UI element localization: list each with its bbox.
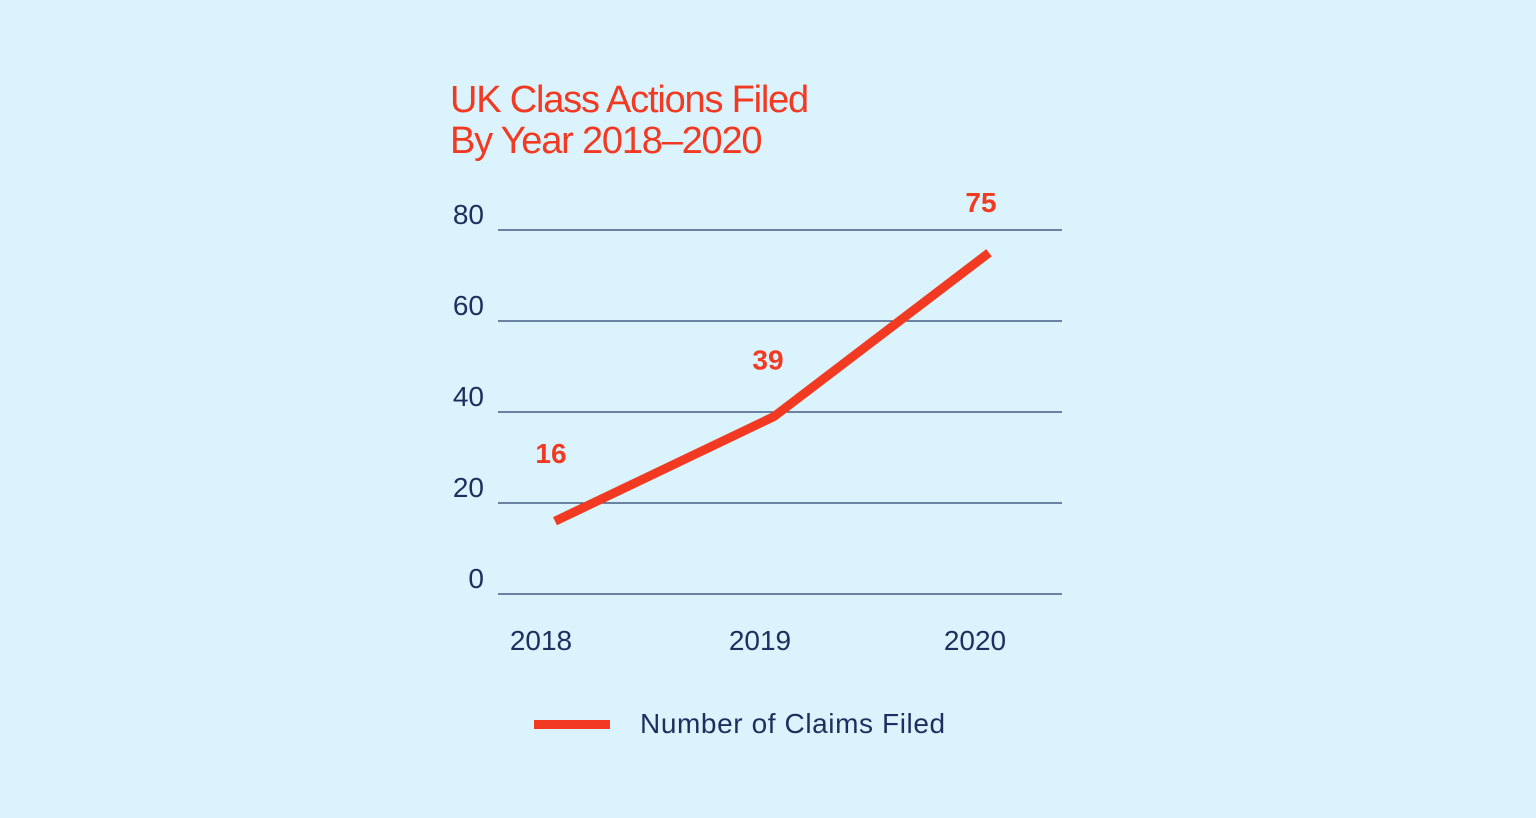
- x-tick-label-2019: 2019: [729, 625, 791, 656]
- y-tick-label-40: 40: [453, 381, 484, 412]
- data-label-2020: 75: [965, 187, 996, 218]
- chart-title-line-1: UK Class Actions Filed: [450, 79, 809, 121]
- legend-label: Number of Claims Filed: [640, 708, 946, 739]
- legend-line-swatch: [534, 719, 610, 729]
- x-tick-label-2020: 2020: [944, 625, 1006, 656]
- chart-title-line-2: By Year 2018–2020: [450, 120, 763, 162]
- data-label-2019: 39: [752, 345, 783, 376]
- data-label-2018: 16: [535, 438, 566, 469]
- chart-title: UK Class Actions Filed By Year 2018–2020: [450, 79, 809, 162]
- x-tick-label-2018: 2018: [510, 625, 572, 656]
- y-tick-label-20: 20: [453, 472, 484, 503]
- chart-legend: Number of Claims Filed: [534, 704, 946, 744]
- series-line-claims-filed: [553, 249, 992, 526]
- y-tick-label-0: 0: [468, 563, 484, 594]
- y-tick-label-80: 80: [453, 199, 484, 230]
- y-tick-label-60: 60: [453, 290, 484, 321]
